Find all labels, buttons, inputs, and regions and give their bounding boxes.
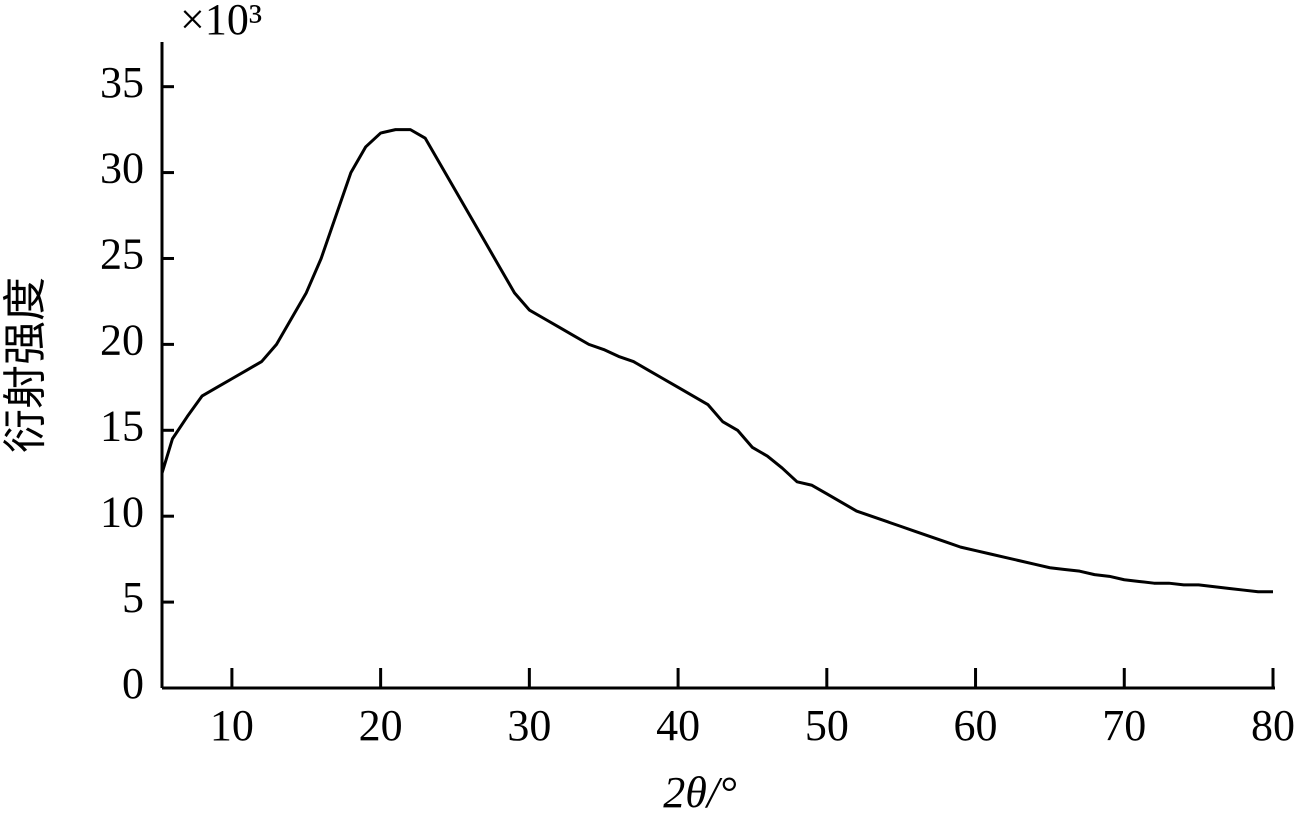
y-tick-label: 30 bbox=[100, 144, 144, 193]
x-tick-label: 80 bbox=[1251, 701, 1295, 750]
x-tick-label: 60 bbox=[954, 701, 998, 750]
y-tick-label: 15 bbox=[100, 401, 144, 450]
y-tick-label: 35 bbox=[100, 58, 144, 107]
y-axis-label: 衍射强度 bbox=[1, 277, 50, 453]
data-line bbox=[160, 128, 1273, 594]
x-tick-label: 10 bbox=[210, 701, 254, 750]
y-tick-label: 20 bbox=[100, 315, 144, 364]
y-tick-label: 10 bbox=[100, 487, 144, 536]
x-tick-label: 40 bbox=[656, 701, 700, 750]
y-tick-label: 25 bbox=[100, 230, 144, 279]
x-axis-label: 2θ/° bbox=[663, 768, 736, 816]
x-tick-label: 70 bbox=[1102, 701, 1146, 750]
y-tick-label: 5 bbox=[122, 573, 144, 622]
y-tick-label: 0 bbox=[122, 659, 144, 708]
x-tick-label: 30 bbox=[507, 701, 551, 750]
x-tick-label: 50 bbox=[805, 701, 849, 750]
axis-multiplier: ×10³ bbox=[180, 0, 262, 44]
x-tick-label: 20 bbox=[359, 701, 403, 750]
